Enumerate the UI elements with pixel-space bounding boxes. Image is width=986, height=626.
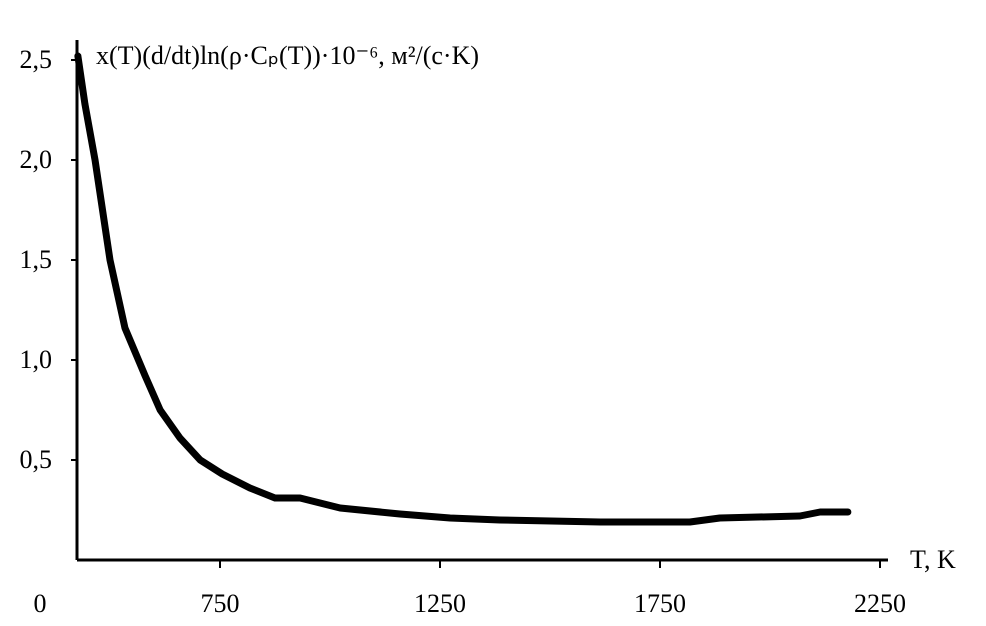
x-tick-label: 1250 [414,589,466,618]
x-axis-label: T, K [910,545,956,574]
y-tick-label: 0,5 [20,445,53,474]
x-tick-label: 750 [201,589,240,618]
data-line [74,52,852,526]
y-tick-label: 2,0 [20,145,53,174]
chart-title: x(T)(d/dt)ln(ρ·Cₚ(T))·10⁻⁶, м²/(с·K) [96,41,479,70]
y-tick-label: 1,5 [20,245,53,274]
y-tick-label: 2,5 [20,45,53,74]
x-tick-label: 2250 [854,589,906,618]
y-tick-label: 0 [34,589,47,618]
x-tick-label: 1750 [634,589,686,618]
y-tick-label: 1,0 [20,345,53,374]
